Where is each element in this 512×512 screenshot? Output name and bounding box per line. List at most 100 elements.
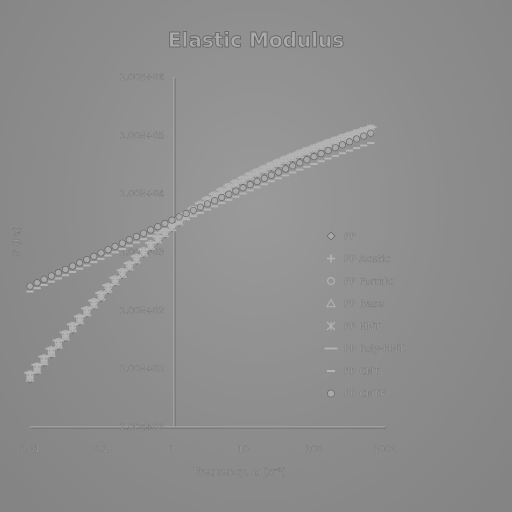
data-point: [252, 168, 262, 177]
data-point: [97, 249, 105, 257]
data-point: [266, 161, 276, 171]
y-tick-label: 1.00E+02: [120, 306, 165, 316]
data-point: [232, 187, 240, 195]
data-point: [238, 175, 248, 184]
data-point: [83, 256, 91, 264]
series-pp: [25, 125, 375, 384]
series-pp-poly-hnt: [24, 126, 377, 374]
data-point: [331, 144, 339, 152]
legend-label: PP CNTF: [344, 389, 386, 400]
data-point: [296, 159, 304, 167]
legend-label: PP CNT: [344, 367, 381, 378]
y-axis-label: G' (Pa): [12, 226, 23, 259]
x-tick-label: 1: [169, 445, 175, 455]
data-point: [246, 181, 254, 189]
data-point: [260, 174, 268, 182]
legend-label: PP Acetic: [344, 254, 390, 265]
data-point: [154, 223, 162, 231]
legend-marker: [326, 321, 336, 331]
data-point: [338, 133, 347, 142]
data-point: [33, 279, 41, 287]
legend: PP PP Acetic PP Formic PP Base PP HNT PP Poly…: [324, 231, 405, 400]
data-point: [161, 219, 169, 227]
data-point: [104, 246, 112, 254]
chart-title: Elastic Modulus: [168, 28, 344, 52]
data-point: [289, 162, 297, 170]
data-point: [182, 210, 190, 218]
data-point: [280, 155, 291, 164]
data-point: [338, 141, 346, 149]
y-tick-label: 1.00E+01: [120, 365, 165, 375]
series-pp-cntf: [26, 129, 375, 290]
data-point: [288, 152, 298, 161]
data-point: [76, 259, 84, 267]
data-point: [132, 232, 141, 241]
y-tick-label: 1.00E+05: [120, 131, 165, 141]
x-tick-label: 0.1: [94, 445, 108, 455]
data-point: [40, 275, 48, 283]
data-point: [69, 262, 77, 270]
data-point: [331, 136, 340, 145]
y-tick-label: 1.00E+04: [120, 190, 165, 200]
data-point: [324, 138, 333, 147]
data-point: [317, 150, 325, 158]
series-layer: [24, 124, 377, 384]
data-point: [140, 229, 148, 237]
data-point: [267, 171, 275, 179]
legend-label: PP HNT: [344, 322, 381, 333]
data-point: [125, 236, 133, 244]
data-point: [310, 153, 318, 161]
data-point: [273, 158, 284, 167]
legend-label: PP: [344, 232, 356, 243]
data-point: [90, 252, 98, 260]
data-point: [253, 177, 261, 186]
legend-marker: [325, 298, 337, 308]
legend-label: PP Poly-HNT: [344, 344, 405, 355]
data-point: [203, 200, 212, 208]
data-point: [54, 269, 62, 277]
data-point: [274, 168, 283, 176]
series-pp-hnt: [25, 124, 375, 380]
legend-label: PP Formic: [344, 277, 393, 288]
data-point: [239, 184, 247, 192]
data-point: [303, 156, 311, 164]
x-tick-label: 1000: [374, 445, 397, 455]
data-point: [295, 149, 305, 159]
data-point: [175, 213, 183, 221]
x-axis-label: Frequency, ω (s⁻¹): [194, 467, 286, 478]
data-point: [245, 171, 255, 181]
data-point: [324, 147, 332, 155]
data-point: [317, 141, 326, 150]
data-point: [295, 149, 304, 158]
x-tick-labels: 0.01 0.1 1 10 100 1000: [20, 445, 397, 455]
series-pp-acetic: [26, 125, 375, 381]
data-point: [231, 179, 241, 188]
data-point: [367, 129, 375, 137]
data-point: [360, 132, 368, 140]
data-point: [259, 165, 269, 174]
x-tick-label: 10: [237, 445, 249, 455]
data-point: [282, 165, 290, 173]
data-point: [302, 146, 311, 155]
data-point: [225, 190, 233, 198]
data-point: [211, 197, 219, 205]
data-point: [218, 193, 226, 201]
x-tick-label: 0.01: [20, 445, 40, 455]
data-point: [147, 226, 155, 234]
series-pp-formic: [26, 124, 375, 378]
legend-label: PP Base: [344, 299, 384, 310]
y-tick-label: 1.00E+06: [120, 73, 165, 83]
data-point: [168, 216, 176, 224]
data-point: [189, 206, 197, 214]
data-point: [309, 144, 319, 153]
data-point: [61, 265, 70, 273]
data-point: [26, 282, 34, 290]
data-point: [111, 242, 119, 250]
series-pp-cnt: [26, 141, 375, 293]
data-point: [345, 138, 354, 146]
legend-marker: [326, 276, 336, 286]
legend-marker: [327, 389, 335, 398]
x-tick-label: 100: [305, 445, 322, 455]
y-tick-label: 1.00E+00: [120, 423, 165, 433]
